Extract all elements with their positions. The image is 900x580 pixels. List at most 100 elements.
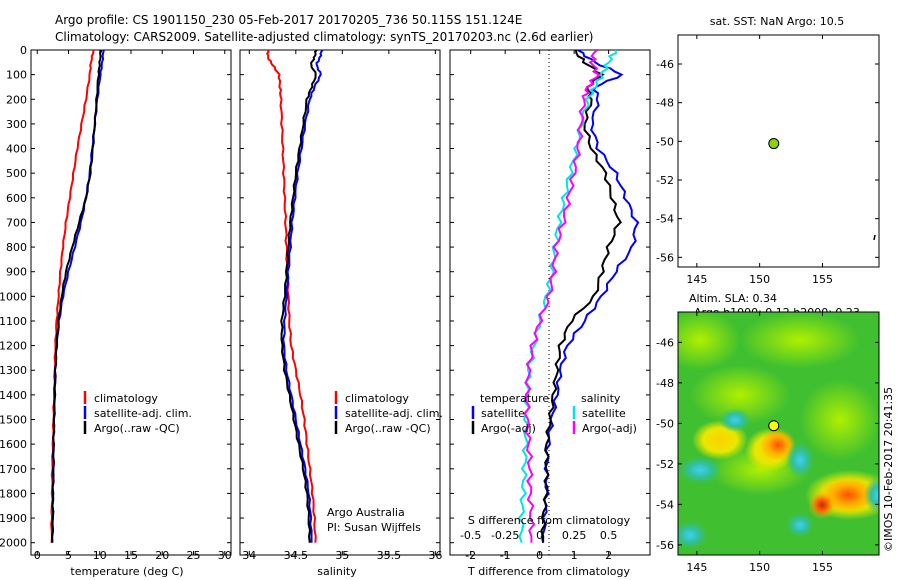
s-difference-label: S difference from climatology [468, 514, 631, 527]
x-tick-label: -2 [465, 549, 476, 562]
temperature-x-axis: 0 5 10 15 20 25 30 [34, 50, 232, 562]
x-tick-label: 0 [34, 549, 41, 562]
x-tick-label: 5 [65, 549, 72, 562]
map-lat-label: -46 [656, 58, 674, 71]
sla-low-anomaly [678, 456, 722, 484]
salinity-legend: climatology satellite-adj. clim. Argo(..… [334, 391, 443, 435]
x-tick-label: 20 [155, 549, 169, 562]
depth-tick-label: 1300 [0, 364, 27, 377]
legend-label-satellite: satellite-adj. clim. [345, 407, 443, 420]
t-difference-x-label: T difference from climatology [467, 565, 630, 578]
depth-tick-label: 400 [6, 143, 27, 156]
sla-lime-patch [800, 380, 879, 460]
depth-axis: 0 100 200 300 400 500 600 700 800 900 1000 1100 1200… [0, 44, 650, 550]
sla-map-axes: -46 -48 -50 -52 -54 -56 145 150 155 [656, 312, 879, 574]
map-lat-label: -46 [656, 336, 674, 349]
sst-map-title: sat. SST: NaN Argo: 10.5 [710, 15, 844, 28]
sla-high-anomaly [808, 491, 836, 519]
credit-pi-name: PI: Susan Wijffels [327, 521, 421, 534]
depth-tick-label: 1900 [0, 512, 27, 525]
series-line-argo-raw-qc [280, 50, 318, 543]
imos-timestamp: ©IMOS 10-Feb-2017 20:41:35 [882, 387, 895, 552]
series-line-argo-raw-qc [50, 50, 103, 543]
legend-label-s-satellite: satellite [582, 407, 626, 420]
map-lat-label: -54 [656, 213, 674, 226]
depth-tick-label: 1500 [0, 414, 27, 427]
s-diff-tick-label: 0.5 [600, 529, 618, 542]
temperature-series [50, 50, 105, 543]
depth-tick-label: 1800 [0, 487, 27, 500]
x-tick-label: 1 [571, 549, 578, 562]
depth-tick-label: 800 [6, 241, 27, 254]
series-line-satellite [517, 50, 617, 544]
legend-label-argo: Argo(..raw -QC) [345, 422, 431, 435]
depth-tick-label: 0 [20, 44, 27, 57]
legend-label-t-satellite: satellite [481, 407, 525, 420]
s-diff-tick-label: 0.25 [562, 529, 587, 542]
x-tick-label: 30 [218, 549, 232, 562]
map-lon-label: 145 [686, 561, 707, 574]
difference-legend: temperature salinity satellite Argo(-adj… [471, 392, 637, 435]
depth-tick-label: 600 [6, 192, 27, 205]
sla-lime-patch [740, 312, 860, 368]
legend-label-t-argo: Argo(-adj) [481, 422, 536, 435]
x-tick-label: 25 [187, 549, 201, 562]
x-tick-label: 0 [536, 549, 543, 562]
x-tick-label: 34 [242, 549, 256, 562]
sst-map-frame [677, 34, 880, 268]
series-line-climatology [266, 50, 317, 543]
series-line-satellite-adj-clim [282, 50, 324, 543]
map-lat-label: -52 [656, 458, 674, 471]
map-lat-label: -52 [656, 174, 674, 187]
map-lon-label: 150 [749, 561, 770, 574]
x-tick-label: 36 [428, 549, 442, 562]
depth-tick-label: 1100 [0, 315, 27, 328]
salinity-panel-frame [239, 49, 441, 556]
map-lat-label: -50 [656, 135, 674, 148]
legend-label-climatology: climatology [345, 392, 409, 405]
sla-low-anomaly [678, 521, 708, 549]
legend-label-satellite: satellite-adj. clim. [94, 407, 192, 420]
salinity-x-label: salinity [317, 565, 357, 578]
legend-label-argo: Argo(..raw -QC) [94, 422, 180, 435]
depth-tick-label: 2000 [0, 537, 27, 550]
series-line-argo-adj [523, 50, 601, 543]
series-line-satellite [540, 50, 640, 543]
depth-tick-label: 1000 [0, 290, 27, 303]
legend-head-temperature: temperature [480, 392, 549, 405]
map-lon-label: 150 [749, 273, 770, 286]
difference-x-axis: -2 -1 0 1 2 -0.5 -0.25 0 0.25 0.5 [460, 50, 617, 562]
sla-low-anomaly [719, 408, 751, 432]
sla-lime-patch [678, 312, 740, 370]
argo-float-marker [768, 138, 780, 150]
s-diff-tick-label: -0.5 [460, 529, 481, 542]
sla-heatmap [678, 312, 879, 555]
s-diff-tick-label: 0 [536, 529, 543, 542]
legend-label-s-argo: Argo(-adj) [582, 422, 637, 435]
map-lat-label: -48 [656, 377, 674, 390]
argo-float-marker [768, 420, 780, 432]
sla-low-anomaly [786, 442, 814, 478]
map-lat-label: -48 [656, 97, 674, 110]
s-diff-tick-label: -0.25 [491, 529, 519, 542]
depth-tick-label: 700 [6, 216, 27, 229]
x-tick-label: 10 [93, 549, 107, 562]
sla-map-title: Altim. SLA: 0.34 [689, 292, 777, 305]
temperature-x-label: temperature (deg C) [70, 565, 183, 578]
depth-tick-label: 200 [6, 93, 27, 106]
salinity-x-axis: 34 34.5 35 35.5 36 [242, 50, 442, 562]
header-line-2: Climatology: CARS2009. Satellite-adjuste… [55, 30, 593, 44]
map-lon-label: 145 [686, 273, 707, 286]
depth-tick-label: 100 [6, 69, 27, 82]
temperature-legend: climatology satellite-adj. clim. Argo(..… [83, 391, 192, 435]
map-lon-label: 155 [812, 561, 833, 574]
legend-head-salinity: salinity [581, 392, 621, 405]
x-tick-label: 35 [335, 549, 349, 562]
x-tick-label: 2 [605, 549, 612, 562]
sst-map-axes: -46 -48 -50 -52 -54 -56 145 150 155 [656, 35, 879, 286]
depth-tick-label: 500 [6, 167, 27, 180]
map-lat-label: -54 [656, 498, 674, 511]
map-lon-label: 155 [812, 273, 833, 286]
map-lat-label: -56 [656, 251, 674, 264]
depth-tick-label: 1200 [0, 340, 27, 353]
